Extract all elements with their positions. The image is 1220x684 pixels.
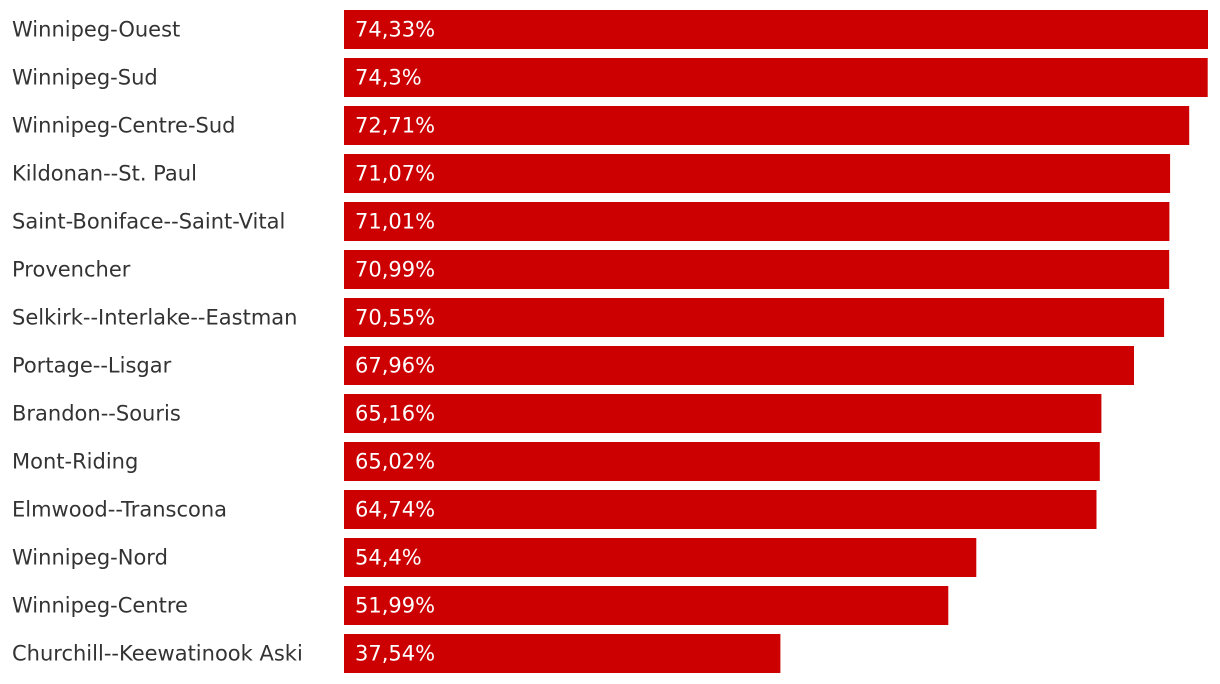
bar — [344, 298, 1165, 337]
value-label: 71,01% — [355, 210, 435, 234]
bar — [344, 250, 1170, 289]
category-label: Kildonan--St. Paul — [12, 162, 197, 186]
bar — [344, 58, 1208, 97]
category-label: Winnipeg-Sud — [12, 66, 158, 90]
category-label: Winnipeg-Nord — [12, 546, 168, 570]
value-label: 37,54% — [355, 642, 435, 666]
value-label: 74,33% — [355, 18, 435, 42]
value-label: 51,99% — [355, 594, 435, 618]
category-label: Provencher — [12, 258, 131, 282]
bar — [344, 634, 781, 673]
bar — [344, 442, 1100, 481]
category-label: Winnipeg-Ouest — [12, 18, 180, 42]
category-label: Selkirk--Interlake--Eastman — [12, 306, 297, 330]
category-label: Elmwood--Transcona — [12, 498, 227, 522]
category-label: Saint-Boniface--Saint-Vital — [12, 210, 285, 234]
value-label: 67,96% — [355, 354, 435, 378]
category-label: Mont-Riding — [12, 450, 138, 474]
category-label: Churchill--Keewatinook Aski — [12, 642, 303, 666]
value-label: 71,07% — [355, 162, 435, 186]
value-label: 74,3% — [355, 66, 422, 90]
value-label: 64,74% — [355, 498, 435, 522]
bar — [344, 586, 949, 625]
bar — [344, 154, 1171, 193]
chart-rows: Winnipeg-Ouest 74,33% Winnipeg-Sud 74,3% Win… — [12, 10, 1208, 673]
value-label: 70,55% — [355, 306, 435, 330]
value-label: 65,02% — [355, 450, 435, 474]
category-label: Winnipeg-Centre — [12, 594, 188, 618]
bar — [344, 10, 1208, 49]
category-label: Brandon--Souris — [12, 402, 181, 426]
category-label: Winnipeg-Centre-Sud — [12, 114, 236, 138]
bar — [344, 346, 1134, 385]
bar — [344, 538, 977, 577]
bar — [344, 490, 1097, 529]
value-label: 70,99% — [355, 258, 435, 282]
value-label: 72,71% — [355, 114, 435, 138]
bar — [344, 394, 1102, 433]
bar — [344, 106, 1190, 145]
value-label: 54,4% — [355, 546, 422, 570]
value-label: 65,16% — [355, 402, 435, 426]
bar — [344, 202, 1170, 241]
category-label: Portage--Lisgar — [12, 354, 172, 378]
